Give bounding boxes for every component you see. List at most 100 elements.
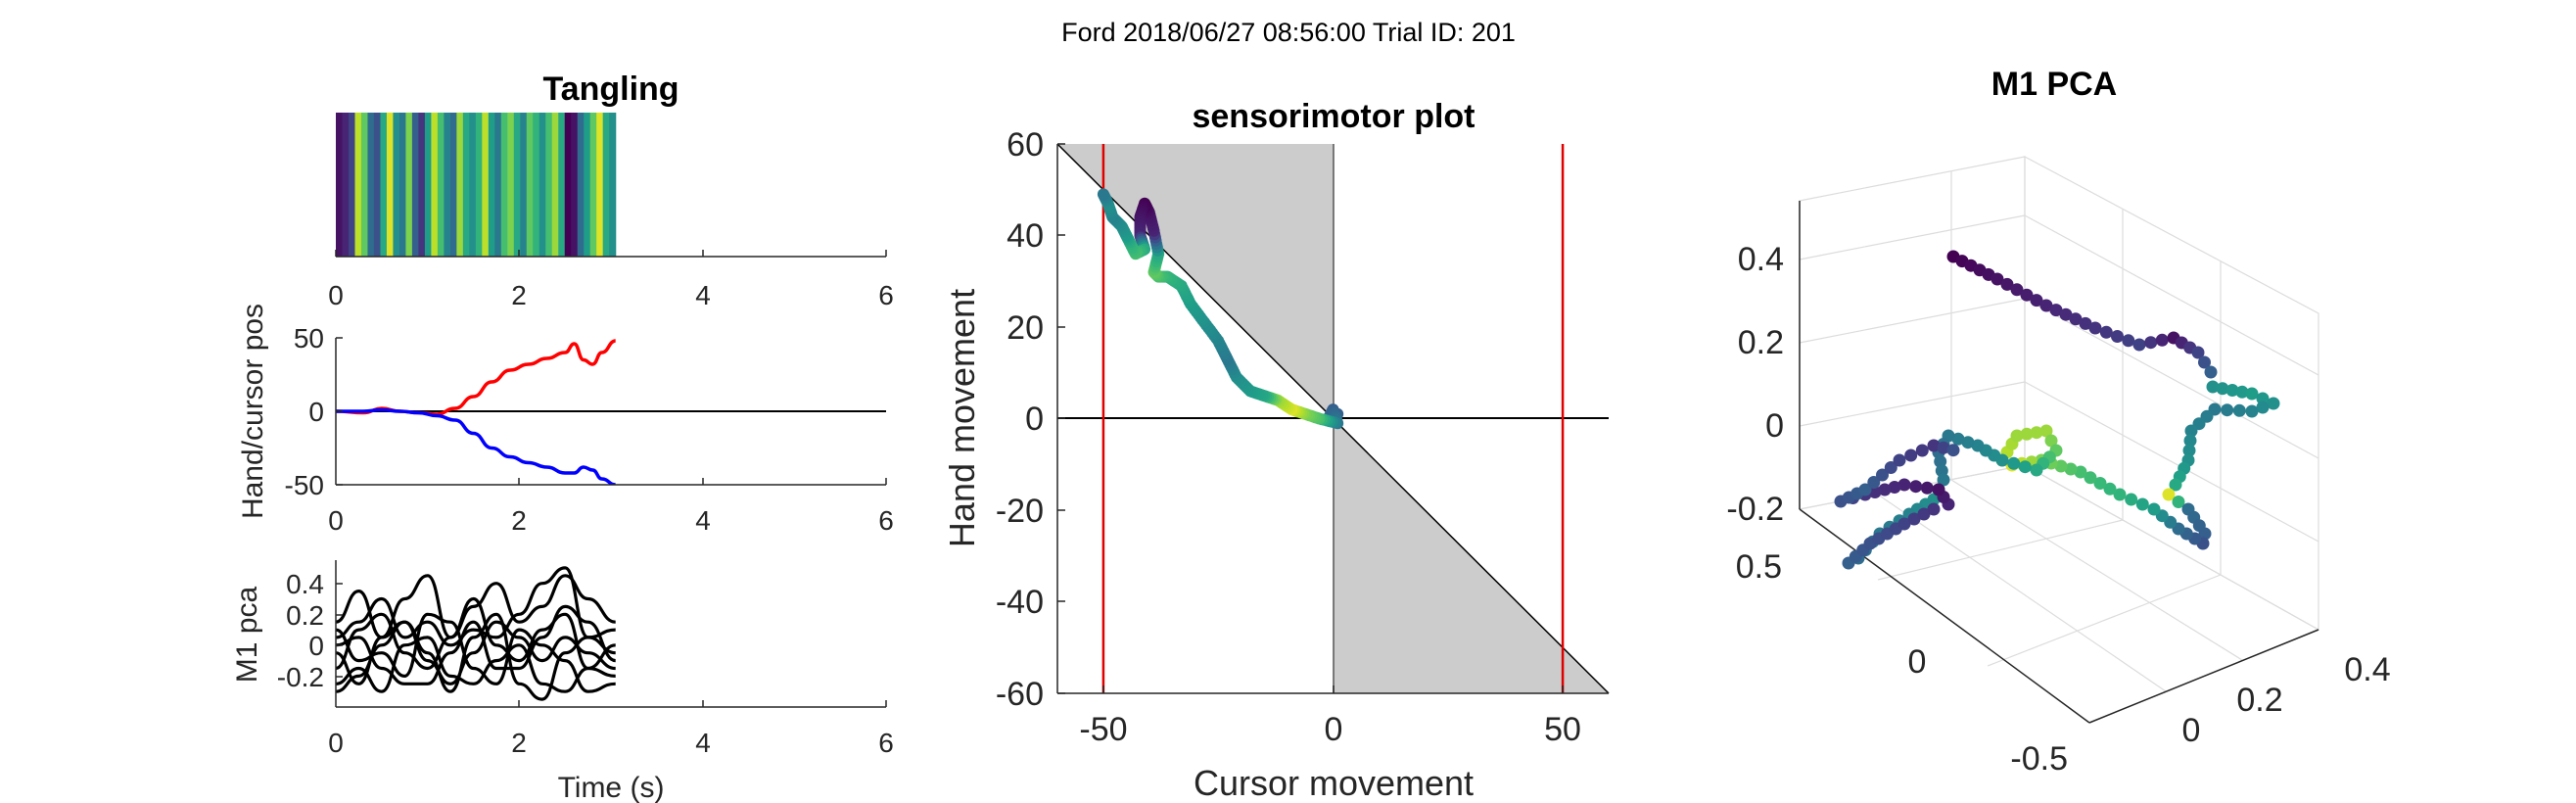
grid-line <box>2024 298 2319 459</box>
m1pca-xlabel: Time (s) <box>558 772 665 803</box>
tangling-stripe <box>482 113 490 257</box>
grid-line <box>2024 214 2319 376</box>
pca3d-point <box>1904 449 1918 462</box>
pca3d-point <box>2162 488 2176 501</box>
tangling-stripe <box>602 113 610 257</box>
pca3d-point <box>1876 468 1889 482</box>
pca3d-point <box>1897 517 1911 531</box>
pca3d-point <box>1991 272 2004 286</box>
pca3d-point <box>2084 471 2097 485</box>
pca3d-point <box>2103 482 2117 496</box>
pca3d-point <box>2182 444 2196 457</box>
tangling-stripe <box>513 113 521 257</box>
sensorimotor-ytick-label: 20 <box>1007 309 1044 347</box>
pca3d-point <box>2232 403 2246 417</box>
pca3d-point <box>1932 483 1945 496</box>
pca3d-point <box>2172 496 2185 508</box>
tangling-stripe <box>564 113 572 257</box>
pca3d-ytick-label: -0.5 <box>2010 740 2068 778</box>
pca3d-point <box>2039 299 2053 312</box>
tangling-xtick-label: 4 <box>695 280 711 310</box>
grid-line <box>1987 574 2222 667</box>
pca3d-title: M1 PCA <box>1991 66 2117 103</box>
tangling-stripe <box>475 113 483 257</box>
sensorimotor-panel: sensorimotor plot -50 0 50 60 40 20 <box>942 98 1610 803</box>
handcursor-xtick-label: 6 <box>878 505 894 536</box>
sensorimotor-ytick-label: 60 <box>1007 126 1044 164</box>
sensorimotor-ytick-label: 0 <box>1025 401 1044 438</box>
grid-line <box>1799 214 2026 260</box>
tangling-stripe <box>386 113 395 257</box>
pca3d-point <box>2206 380 2220 394</box>
m1pca-series-line <box>336 620 616 685</box>
pca3d-point <box>1907 512 1921 526</box>
pca3d-point <box>1867 476 1881 489</box>
pca3d-point <box>2018 460 2032 474</box>
tangling-stripe <box>584 113 591 257</box>
pca3d-point <box>2147 502 2161 516</box>
pca3d-point <box>2000 277 2014 291</box>
pca3d-point <box>1917 507 1931 521</box>
pca3d-point <box>2064 462 2078 476</box>
tangling-stripe <box>367 113 375 257</box>
tangling-stripe <box>360 113 369 257</box>
tangling-stripe <box>336 113 344 257</box>
m1pca-series-line <box>336 604 617 685</box>
pca3d-point <box>1971 439 1985 452</box>
pca3d-xtick-label: 0 <box>2182 712 2201 749</box>
sensorimotor-xlabel: Cursor movement <box>1194 763 1474 803</box>
m1pca-panel: 0.4 0.2 0 -0.2 0 2 4 6 M1 pca Time (s) <box>231 560 894 803</box>
m1pca-ytick-label: 0 <box>308 631 324 661</box>
pca3d-ytick-label: 0 <box>1908 643 1927 681</box>
pca3d-point <box>2204 365 2218 379</box>
grid-line <box>1877 494 2167 692</box>
tangling-stripe <box>533 113 540 257</box>
grid-line <box>1950 479 2243 661</box>
m1pca-ytick-label: 0.2 <box>286 600 324 631</box>
m1pca-series-line <box>336 612 616 701</box>
tangling-stripe <box>354 113 362 257</box>
tangling-stripe <box>444 113 451 257</box>
sensorimotor-title: sensorimotor plot <box>1192 98 1475 135</box>
m1pca-ylabel: M1 pca <box>231 587 263 684</box>
sensorimotor-ylabel: Hand movement <box>942 289 982 547</box>
pca3d-point <box>2245 404 2259 418</box>
pca3d-point <box>2030 294 2043 307</box>
grid-line <box>2024 381 2319 543</box>
pca3d-point <box>2155 333 2169 347</box>
tangling-panel: Tangling 0 2 4 6 <box>328 71 894 310</box>
tangling-stripe <box>488 113 495 257</box>
figure-header: Ford 2018/06/27 08:56:00 Trial ID: 201 <box>1061 18 1516 47</box>
m1pca-series-line <box>336 612 616 693</box>
pca3d-point <box>1937 473 1950 487</box>
tangling-stripe <box>469 113 477 257</box>
pca3d-point <box>2144 336 2158 350</box>
tangling-stripe <box>418 113 426 257</box>
tangling-stripe <box>558 113 566 257</box>
sensorimotor-xtick-label: 0 <box>1325 711 1343 748</box>
tangling-stripe <box>545 113 553 257</box>
m1pca-xtick-label: 0 <box>328 728 344 758</box>
pca3d-point <box>2054 459 2068 473</box>
tangling-x-ticks: 0 2 4 6 <box>328 250 894 310</box>
pca3d-point <box>1951 432 1965 446</box>
pca3d-point <box>2245 387 2259 401</box>
handcursor-xtick-label: 2 <box>511 505 527 536</box>
sensorimotor-points <box>1097 188 1344 430</box>
pca3d-ticks: 0.4 0.2 0 -0.2 0.5 0 -0.5 0 0.2 0.4 <box>1726 241 2390 778</box>
pca3d-point <box>2059 307 2073 321</box>
pca3d-point <box>2183 434 2197 448</box>
m1pca-xtick-label: 6 <box>878 728 894 758</box>
tangling-xtick-label: 6 <box>878 280 894 310</box>
tangling-stripe <box>348 113 356 257</box>
pca3d-point <box>2256 392 2270 405</box>
tangling-title: Tangling <box>542 71 679 108</box>
tangling-stripe <box>589 113 597 257</box>
pca3d-ztick-label: -0.2 <box>1726 491 1784 528</box>
pca3d-point <box>2030 463 2043 477</box>
tangling-stripe <box>494 113 502 257</box>
pca3d-point <box>2225 384 2239 397</box>
pca3d-x-axis <box>2088 629 2319 724</box>
pca3d-side-wall <box>2024 156 2319 632</box>
pca3d-point <box>2044 434 2058 448</box>
